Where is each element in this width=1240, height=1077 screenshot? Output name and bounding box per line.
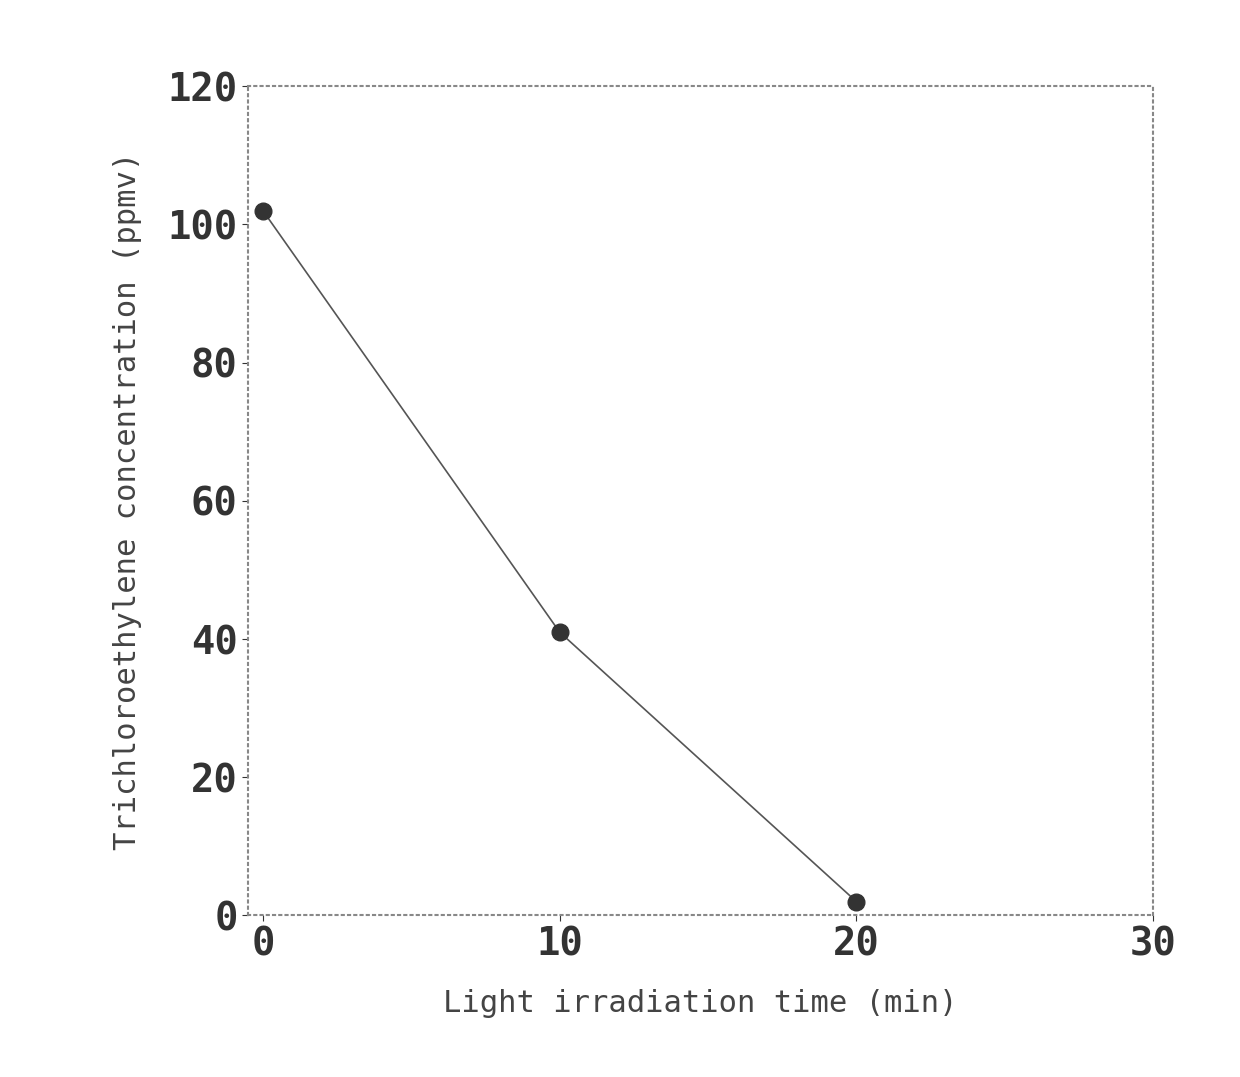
X-axis label: Light irradiation time (min): Light irradiation time (min) [444,989,957,1018]
Y-axis label: Trichloroethylene concentration (ppmv): Trichloroethylene concentration (ppmv) [113,152,143,850]
